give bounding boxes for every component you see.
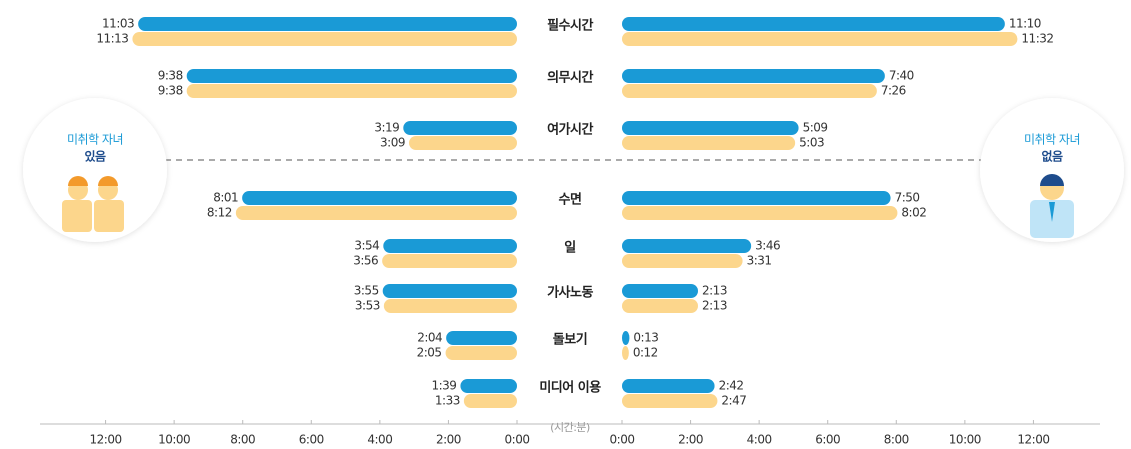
category-label: 필수시간 [547,18,593,34]
value-label: 11:10 [1009,17,1041,31]
x-tick-label: 6:00 [299,433,324,447]
x-tick-label: 0:00 [505,433,530,447]
category-label: 수면 [559,192,582,208]
bar [622,394,717,408]
group-sublabel: 없음 [1041,149,1063,164]
x-tick-label: 10:00 [158,433,190,447]
bar [383,284,517,298]
value-label: 0:12 [633,346,658,360]
value-label: 11:13 [96,32,128,46]
group-sublabel: 있음 [84,149,106,164]
value-label: 1:39 [431,379,456,393]
x-tick-label: 8:00 [884,433,909,447]
x-tick-label: 12:00 [90,433,122,447]
value-label: 7:40 [889,69,914,83]
bar [446,346,517,360]
value-label: 2:13 [702,284,727,298]
value-label: 5:03 [799,136,824,150]
bar [382,254,517,268]
value-label: 3:54 [354,239,379,253]
bar [187,69,517,83]
bar [622,206,897,220]
page: (시간:분) 0:00 2:00 4:00 6:00 8:00 10:00 12:00 0:0… [0,0,1131,449]
value-label: 9:38 [158,69,183,83]
x-tick-label: 4:00 [367,433,392,447]
value-label: 3:56 [353,254,378,268]
x-tick-label: 6:00 [815,433,840,447]
x-tick-label: 8:00 [230,433,255,447]
bar [464,394,517,408]
value-label: 11:32 [1021,32,1053,46]
bar [409,136,517,150]
bar [236,206,517,220]
value-label: 2:42 [719,379,744,393]
category-label: 가사노동 [547,285,593,301]
bar [384,299,517,313]
bar [132,32,517,46]
value-label: 2:47 [721,394,746,408]
value-label: 11:03 [102,17,134,31]
x-tick-label: 0:00 [610,433,635,447]
bar [403,121,517,135]
value-label: 3:31 [747,254,772,268]
bar [622,331,629,345]
bar [622,239,751,253]
x-tick-label: 2:00 [678,433,703,447]
value-label: 0:13 [633,331,658,345]
group-label: 미취학 자녀 [67,133,123,147]
bar [187,84,517,98]
value-label: 9:38 [158,84,183,98]
category-label: 여가시간 [547,122,593,138]
bar [460,379,517,393]
value-label: 8:12 [207,206,232,220]
group-label: 미취학 자녀 [1024,133,1080,147]
bar [622,254,743,268]
bar [622,136,795,150]
bar [622,299,698,313]
value-label: 7:26 [881,84,906,98]
x-tick-label: 2:00 [436,433,461,447]
category-label: 의무시간 [547,70,593,86]
bar [622,191,891,205]
bar [383,239,517,253]
value-label: 3:53 [355,299,380,313]
bar [138,17,517,31]
bar [622,84,877,98]
value-label: 2:13 [702,299,727,313]
value-label: 7:50 [895,191,920,205]
bar [622,32,1017,46]
value-label: 3:09 [380,136,405,150]
value-label: 1:33 [435,394,460,408]
bar [242,191,517,205]
value-label: 3:55 [354,284,379,298]
bar [622,17,1005,31]
chart: (시간:분) 0:00 2:00 4:00 6:00 8:00 10:00 12:00 0:0… [0,0,1131,449]
x-tick-label: 10:00 [949,433,981,447]
category-label: 미디어 이용 [539,380,601,396]
value-label: 8:02 [901,206,926,220]
bar [446,331,517,345]
bar [622,346,629,360]
value-label: 8:01 [213,191,238,205]
value-label: 5:09 [803,121,828,135]
x-tick-label: 12:00 [1017,433,1049,447]
x-tick-label: 4:00 [747,433,772,447]
value-label: 3:46 [755,239,780,253]
category-label: 돌보기 [553,333,587,348]
category-label: 일 [564,241,575,256]
bar [622,379,715,393]
value-label: 2:05 [417,346,442,360]
value-label: 2:04 [417,331,442,345]
axis-label: (시간:분) [550,421,590,434]
value-label: 3:19 [374,121,399,135]
bar [622,284,698,298]
bar [622,69,885,83]
bar [622,121,799,135]
